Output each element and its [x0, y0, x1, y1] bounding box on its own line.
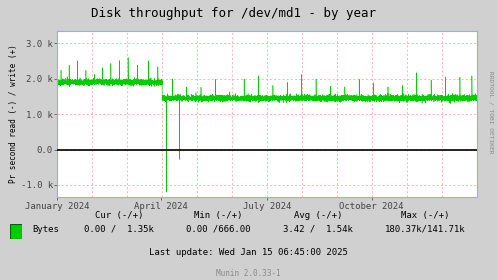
Text: Avg (-/+): Avg (-/+) — [294, 211, 342, 220]
Text: Disk throughput for /dev/md1 - by year: Disk throughput for /dev/md1 - by year — [91, 7, 376, 20]
Text: Munin 2.0.33-1: Munin 2.0.33-1 — [216, 269, 281, 278]
Text: 180.37k/141.71k: 180.37k/141.71k — [385, 225, 465, 234]
Text: 0.00 /  1.35k: 0.00 / 1.35k — [84, 225, 154, 234]
Text: Min (-/+): Min (-/+) — [194, 211, 243, 220]
Y-axis label: Pr second read (-) / write (+): Pr second read (-) / write (+) — [9, 45, 18, 183]
Text: 0.00 /666.00: 0.00 /666.00 — [186, 225, 251, 234]
Text: 3.42 /  1.54k: 3.42 / 1.54k — [283, 225, 353, 234]
Text: Last update: Wed Jan 15 06:45:00 2025: Last update: Wed Jan 15 06:45:00 2025 — [149, 248, 348, 257]
Text: Cur (-/+): Cur (-/+) — [95, 211, 144, 220]
Text: Max (-/+): Max (-/+) — [401, 211, 449, 220]
Text: RRDTOOL / TOBI OETIKER: RRDTOOL / TOBI OETIKER — [488, 71, 493, 153]
Text: Bytes: Bytes — [32, 225, 59, 234]
